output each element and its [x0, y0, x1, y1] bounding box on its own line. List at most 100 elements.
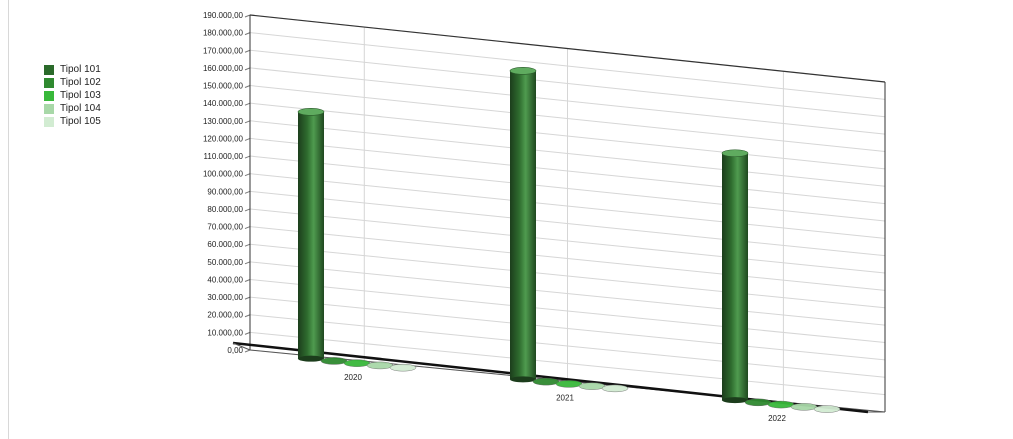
plot-frame: [232, 14, 886, 414]
ytick-mark: [244, 349, 251, 353]
bar-tipol-102-2022: [744, 398, 772, 407]
ytick-mark: [244, 137, 251, 141]
legend-swatch: [44, 116, 54, 127]
bar-cap: [509, 67, 537, 75]
bar-cap: [297, 108, 325, 116]
bar-base: [298, 355, 324, 362]
ytick-label: 50.000,00: [207, 258, 243, 267]
bar-body: [510, 70, 536, 380]
ytick-mark: [244, 32, 251, 36]
xtick-label: 2021: [556, 393, 574, 402]
legend-item-tipol-103: Tipol 103: [44, 89, 101, 102]
ytick-label: 170.000,00: [203, 46, 244, 55]
legend-label: Tipol 105: [60, 116, 101, 127]
bar-tipol-103-2020: [343, 359, 371, 367]
ytick-mark: [244, 120, 251, 124]
bar-tipol-105-2021: [601, 384, 629, 393]
gridlines: [244, 14, 886, 413]
ytick-label: 140.000,00: [203, 99, 244, 108]
legend-item-tipol-105: Tipol 105: [44, 115, 101, 128]
legend-label: Tipol 104: [60, 103, 101, 114]
floor-left-edge: [232, 342, 251, 351]
bar-tipol-102-2021: [532, 377, 560, 386]
ytick-label: 40.000,00: [207, 275, 243, 284]
legend-item-tipol-102: Tipol 102: [44, 76, 101, 89]
bar-tipol-101-2020: [297, 108, 325, 362]
ytick-mark: [244, 226, 251, 230]
bar-body: [722, 153, 748, 401]
legend-label: Tipol 102: [60, 77, 101, 88]
left-divider-line: [8, 0, 9, 439]
ytick-label: 80.000,00: [207, 205, 243, 214]
ytick-label: 0,00: [227, 346, 243, 355]
legend-label: Tipol 103: [60, 90, 101, 101]
ytick-label: 150.000,00: [203, 82, 244, 91]
bar-flat: [389, 363, 417, 372]
bar-base: [722, 397, 748, 404]
ytick-mark: [244, 85, 251, 88]
ytick-mark: [244, 208, 251, 212]
bar-tipol-105-2020: [389, 363, 417, 372]
ytick-label: 100.000,00: [203, 170, 244, 179]
bar-flat: [767, 400, 795, 409]
bar-flat: [532, 377, 560, 386]
bar-tipol-104-2022: [790, 403, 818, 411]
bar-tipol-105-2022: [813, 405, 841, 413]
ytick-label: 110.000,00: [204, 152, 244, 161]
ytick-label: 10.000,00: [207, 328, 243, 337]
ytick-label: 60.000,00: [207, 240, 243, 249]
bars: [297, 67, 841, 413]
bar-flat: [813, 405, 841, 413]
ytick-mark: [244, 314, 251, 318]
bar-flat: [790, 403, 818, 411]
ytick-label: 190.000,00: [203, 11, 244, 20]
bar-tipol-102-2020: [320, 357, 348, 365]
bar-cap: [721, 149, 749, 158]
bar-flat: [601, 384, 629, 393]
ytick-label: 160.000,00: [203, 64, 244, 73]
ytick-mark: [244, 261, 251, 265]
legend-swatch: [44, 64, 54, 75]
ytick-mark: [244, 173, 251, 177]
ytick-label: 20.000,00: [207, 311, 243, 320]
ytick-mark: [244, 102, 251, 106]
ytick-mark: [244, 67, 251, 71]
bar-tipol-101-2021: [509, 67, 537, 383]
legend-label: Tipol 101: [60, 64, 101, 75]
ytick-label: 30.000,00: [207, 293, 243, 302]
ytick-mark: [244, 279, 251, 282]
bar-tipol-103-2021: [555, 380, 583, 388]
ytick-label: 120.000,00: [203, 134, 244, 143]
bar-flat: [366, 361, 394, 370]
ytick-label: 90.000,00: [207, 187, 243, 196]
ytick-mark: [244, 14, 251, 18]
bar-tipol-104-2021: [578, 382, 606, 390]
ytick-mark: [244, 190, 251, 194]
bar-flat: [744, 398, 772, 407]
x-axis-ticks: 2020 2021 2022: [344, 373, 786, 423]
bar-tipol-104-2020: [366, 361, 394, 370]
bar-flat: [343, 359, 371, 367]
legend-swatch: [44, 77, 54, 88]
bar-body: [298, 111, 324, 359]
y-axis-ticks: 0,00 10.000,00 20.000,00 30.000,00 40.000,00…: [203, 11, 244, 355]
ytick-mark: [244, 243, 251, 247]
bar-flat: [320, 357, 348, 365]
bar-flat: [555, 380, 583, 388]
ytick-mark: [244, 155, 251, 159]
ytick-mark: [244, 296, 251, 300]
ytick-label: 70.000,00: [207, 223, 243, 232]
legend-swatch: [44, 103, 54, 114]
legend-item-tipol-101: Tipol 101: [44, 63, 101, 76]
bar-flat: [578, 382, 606, 390]
xtick-label: 2022: [768, 414, 786, 423]
plot-top-edge: [249, 14, 886, 83]
xtick-label: 2020: [344, 373, 362, 382]
ytick-mark: [244, 331, 251, 335]
bar-tipol-101-2022: [721, 149, 749, 404]
ytick-mark: [244, 49, 251, 53]
bar-base: [510, 376, 536, 383]
legend-swatch: [44, 90, 54, 101]
ytick-label: 180.000,00: [203, 29, 244, 38]
